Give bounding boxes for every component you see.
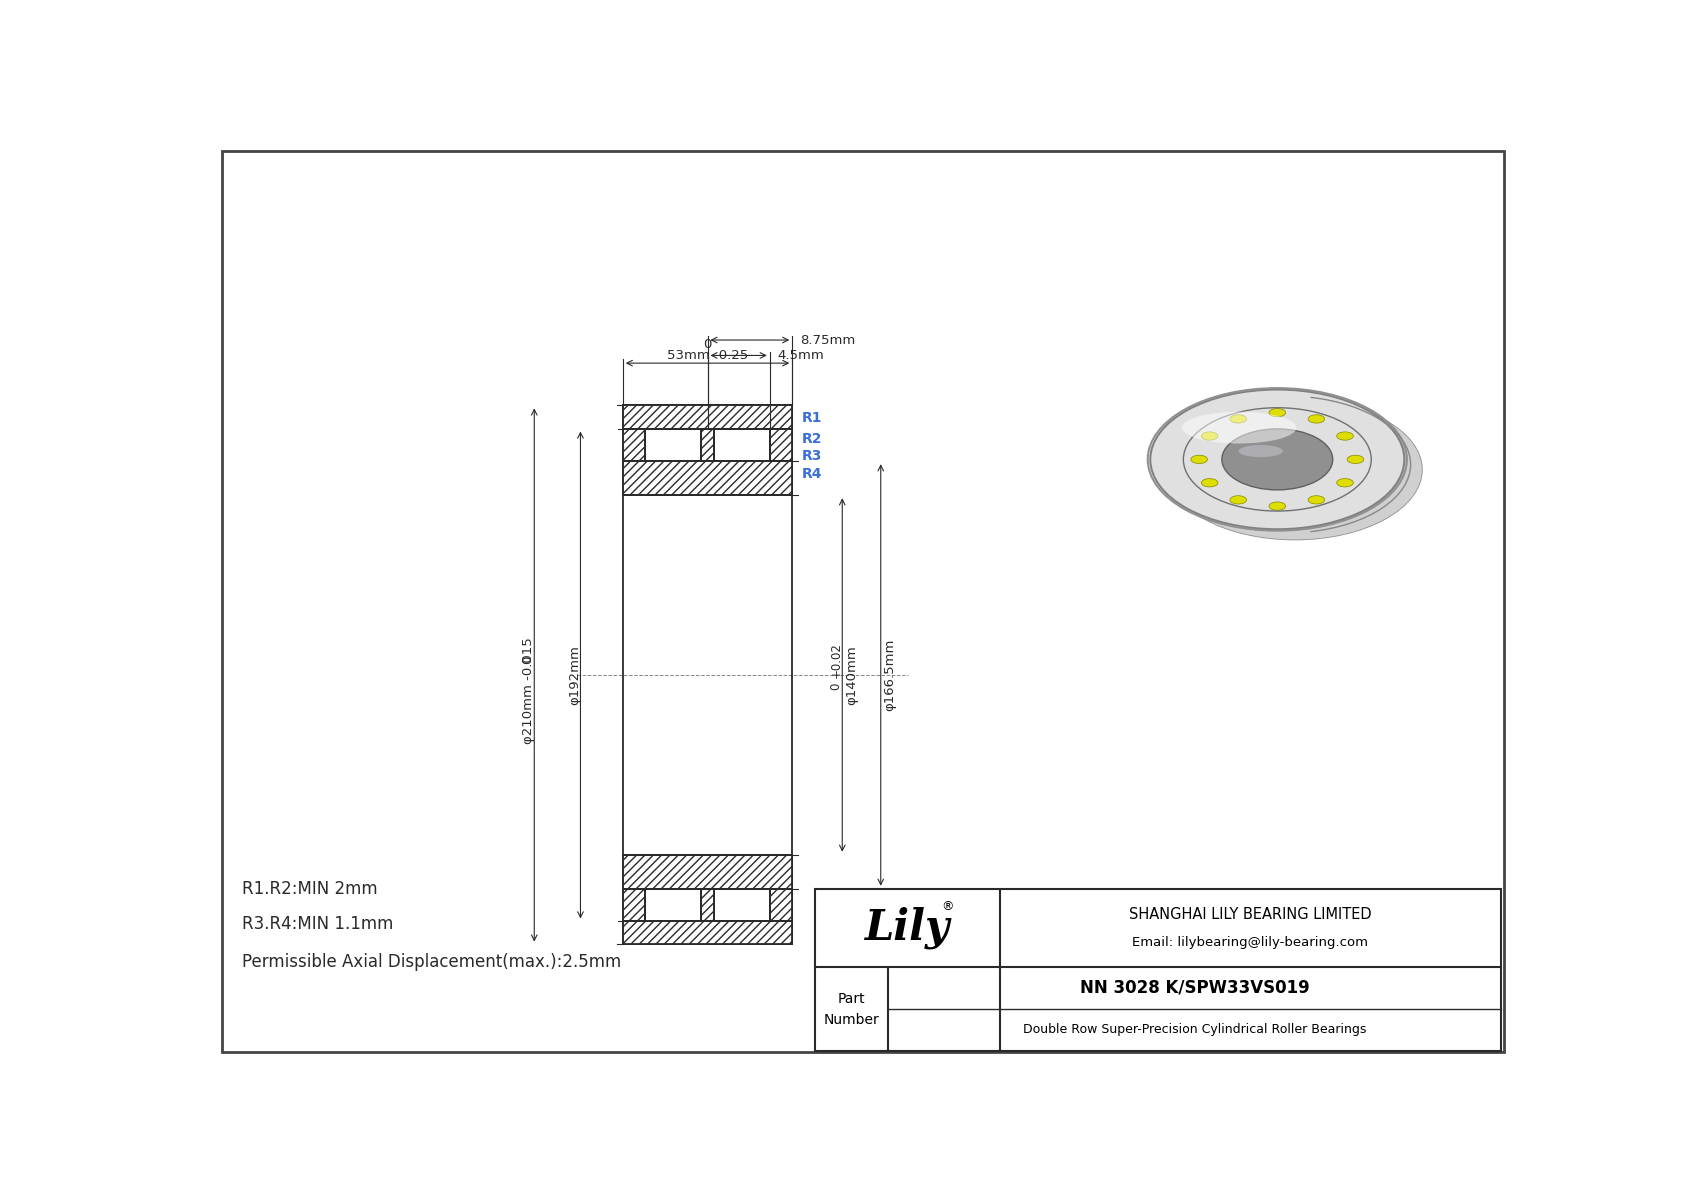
- Text: Lily: Lily: [866, 906, 950, 949]
- Text: 8.75mm: 8.75mm: [800, 333, 855, 347]
- Text: R2: R2: [802, 431, 822, 445]
- Bar: [815, 888, 1500, 1050]
- Ellipse shape: [1229, 495, 1246, 504]
- Text: 53mm -0.25: 53mm -0.25: [667, 349, 748, 362]
- Text: φ210mm -0.015: φ210mm -0.015: [522, 637, 534, 743]
- Polygon shape: [1170, 389, 1421, 540]
- Text: 0: 0: [830, 682, 842, 691]
- Text: R1.R2:MIN 2mm: R1.R2:MIN 2mm: [242, 880, 377, 898]
- Text: NN 3028 K/SPW33VS019: NN 3028 K/SPW33VS019: [1079, 979, 1310, 997]
- Text: Part: Part: [839, 992, 866, 1006]
- Ellipse shape: [1229, 414, 1246, 423]
- Polygon shape: [623, 405, 791, 429]
- Text: R3: R3: [802, 449, 822, 463]
- Text: R4: R4: [802, 467, 822, 481]
- Polygon shape: [701, 888, 714, 922]
- Text: 0: 0: [704, 338, 712, 351]
- Ellipse shape: [1308, 414, 1325, 423]
- Text: φ140mm: φ140mm: [845, 646, 859, 705]
- Text: ®: ®: [941, 899, 955, 912]
- Ellipse shape: [1238, 445, 1283, 457]
- Ellipse shape: [1223, 429, 1332, 490]
- Ellipse shape: [1270, 501, 1285, 510]
- Text: Double Row Super-Precision Cylindrical Roller Bearings: Double Row Super-Precision Cylindrical R…: [1022, 1023, 1366, 1036]
- Text: Number: Number: [823, 1014, 879, 1028]
- Polygon shape: [701, 429, 714, 461]
- Text: R1: R1: [802, 411, 822, 425]
- Ellipse shape: [1191, 455, 1207, 463]
- Polygon shape: [623, 855, 791, 888]
- Text: φ166.5mm: φ166.5mm: [884, 638, 896, 711]
- Polygon shape: [770, 429, 791, 461]
- Text: Permissible Axial Displacement(max.):2.5mm: Permissible Axial Displacement(max.):2.5…: [242, 954, 621, 972]
- Ellipse shape: [1150, 389, 1404, 529]
- Text: φ192mm: φ192mm: [568, 646, 581, 705]
- Ellipse shape: [1337, 432, 1354, 441]
- Text: SHANGHAI LILY BEARING LIMITED: SHANGHAI LILY BEARING LIMITED: [1128, 908, 1372, 922]
- Text: 4.5mm: 4.5mm: [778, 349, 823, 362]
- Bar: [645, 429, 701, 461]
- Text: R3.R4:MIN 1.1mm: R3.R4:MIN 1.1mm: [242, 915, 392, 933]
- Ellipse shape: [1201, 479, 1218, 487]
- Ellipse shape: [1270, 409, 1285, 417]
- Bar: [645, 888, 701, 922]
- Polygon shape: [623, 461, 791, 495]
- Ellipse shape: [1308, 495, 1325, 504]
- Text: 0: 0: [522, 655, 534, 663]
- Polygon shape: [623, 429, 645, 461]
- Ellipse shape: [1182, 412, 1297, 443]
- Polygon shape: [623, 922, 791, 944]
- Ellipse shape: [1337, 479, 1354, 487]
- Bar: [714, 429, 770, 461]
- Text: Email: lilybearing@lily-bearing.com: Email: lilybearing@lily-bearing.com: [1132, 936, 1369, 949]
- Ellipse shape: [1201, 432, 1218, 441]
- Polygon shape: [623, 888, 645, 922]
- Text: +0.02: +0.02: [830, 642, 842, 678]
- Ellipse shape: [1167, 400, 1421, 540]
- Ellipse shape: [1347, 455, 1364, 463]
- Polygon shape: [770, 888, 791, 922]
- Bar: [714, 888, 770, 922]
